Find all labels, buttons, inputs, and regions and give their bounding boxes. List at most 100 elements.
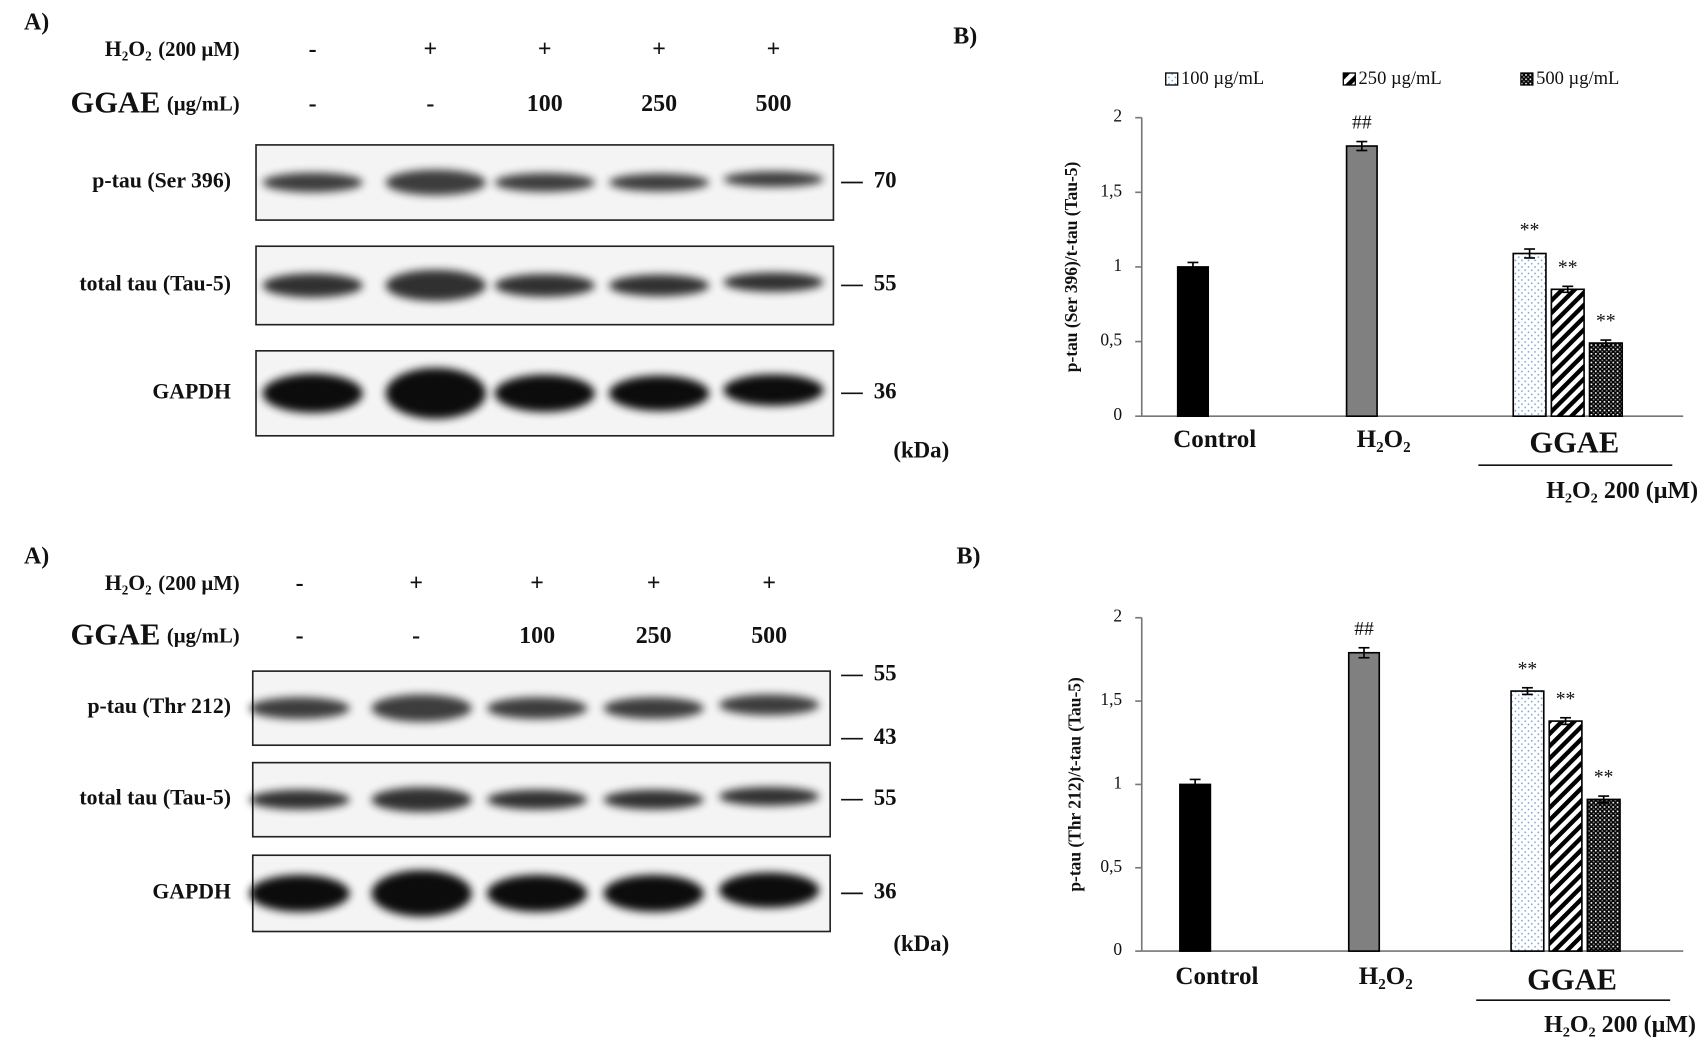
blot-band	[249, 874, 350, 912]
y-tick-label: 0,5	[1100, 330, 1122, 350]
y-tick-label: 0	[1113, 939, 1122, 959]
y-tick-label: 1,5	[1100, 180, 1122, 200]
row-label: total tau (Tau-5)	[79, 786, 231, 810]
y-axis-label: p-tau (Thr 212)/t-tau (Tau-5)	[1064, 677, 1084, 892]
blot-band	[494, 374, 595, 412]
error-bar	[1187, 261, 1199, 273]
lane-label: +	[424, 37, 438, 63]
x-tick-label: Control	[1175, 963, 1258, 990]
y-tick-label: 1,5	[1100, 689, 1122, 709]
lane-label: +	[762, 571, 776, 597]
marker-label: 36	[874, 379, 897, 404]
error-bar	[1356, 140, 1368, 152]
y-tick-label: 0,5	[1100, 856, 1122, 876]
lane-label: 500	[751, 623, 787, 649]
blot-band	[723, 171, 824, 188]
treatment-label: GGAE (µg/mL)	[70, 617, 239, 651]
error-bar	[1598, 795, 1610, 804]
lane-label: -	[309, 91, 317, 117]
lane-label: -	[309, 37, 317, 63]
x-tick-label: H₂O₂	[1359, 963, 1413, 990]
treatment-name: H₂O₂	[105, 37, 152, 61]
blot-band	[371, 870, 472, 917]
row-label: GAPDH	[152, 879, 231, 903]
error-bar	[1521, 686, 1533, 696]
bar	[1586, 798, 1621, 952]
lane-label: 100	[527, 91, 563, 117]
legend-swatch	[1520, 72, 1534, 86]
lane-label: -	[426, 91, 434, 117]
bar	[1347, 651, 1381, 952]
lane-label: 250	[641, 91, 677, 117]
marker-label: 36	[874, 879, 897, 904]
blot-band	[371, 694, 472, 722]
bar	[1345, 145, 1378, 418]
significance-label: ##	[1354, 619, 1374, 640]
blot-band	[486, 697, 588, 720]
x-tick-label: GGAE	[1529, 426, 1619, 460]
x-tick-label: GGAE	[1527, 963, 1617, 997]
treatment-name: GGAE	[70, 86, 160, 120]
legend-label: 100 µg/mL	[1181, 68, 1264, 89]
bar	[1512, 252, 1547, 418]
significance-label: **	[1520, 220, 1540, 241]
blot-band	[385, 169, 486, 196]
blot-band	[719, 694, 820, 716]
panel-label: B)	[957, 543, 981, 569]
x-tick-label: H₂O₂	[1357, 426, 1411, 453]
lane-label: -	[412, 623, 420, 649]
lane-label: -	[296, 571, 304, 597]
blot-band	[609, 375, 710, 411]
lane-label: 100	[519, 623, 555, 649]
blot-band	[723, 374, 824, 406]
bar	[1550, 288, 1585, 418]
lane-label: +	[652, 37, 666, 63]
unit-label: (kDa)	[893, 437, 949, 462]
legend-swatch	[1165, 72, 1179, 86]
x-tick-label: Control	[1173, 426, 1256, 453]
blot-band	[494, 173, 595, 192]
y-tick-label: 1	[1113, 255, 1122, 275]
error-bar	[1524, 248, 1536, 259]
lane-label: +	[530, 571, 544, 597]
treatment-label: GGAE (µg/mL)	[70, 86, 239, 120]
blot-band	[603, 697, 704, 720]
y-tick-label: 2	[1113, 606, 1122, 626]
blot-band	[603, 789, 704, 810]
error-bar	[1562, 285, 1574, 294]
row-label: p-tau (Thr 212)	[87, 694, 231, 718]
blot-band	[249, 789, 350, 810]
blot-band	[486, 789, 588, 810]
lane-label: -	[296, 623, 304, 649]
lane-label: +	[767, 37, 781, 63]
blot-band	[603, 874, 704, 912]
legend-label: 250 µg/mL	[1359, 68, 1442, 89]
significance-label: **	[1594, 767, 1614, 788]
row-label: GAPDH	[152, 379, 231, 403]
blot-band	[262, 273, 363, 298]
blot-band	[385, 367, 486, 419]
bar	[1548, 720, 1583, 952]
y-tick-label: 1	[1113, 772, 1122, 792]
legend-label: 500 µg/mL	[1536, 68, 1619, 89]
blot-band	[262, 172, 363, 193]
group-label: H₂O₂ 200 (µM)	[1544, 1012, 1696, 1038]
group-label: H₂O₂ 200 (µM)	[1546, 478, 1698, 504]
blot-band	[609, 274, 710, 297]
row-label: p-tau (Ser 396)	[92, 169, 231, 193]
marker-label: 55	[874, 661, 897, 686]
error-bar	[1560, 716, 1571, 726]
error-bar	[1358, 646, 1370, 659]
blot-band	[609, 173, 710, 192]
treatment-unit: (200 µM)	[158, 573, 239, 595]
bar	[1179, 783, 1212, 952]
lane-label: +	[409, 571, 423, 597]
lane-label: +	[647, 571, 661, 597]
significance-label: **	[1596, 311, 1616, 332]
significance-label: **	[1556, 689, 1576, 710]
bar	[1588, 342, 1624, 418]
panel-label: A)	[24, 543, 49, 569]
y-tick-label: 0	[1113, 404, 1122, 424]
